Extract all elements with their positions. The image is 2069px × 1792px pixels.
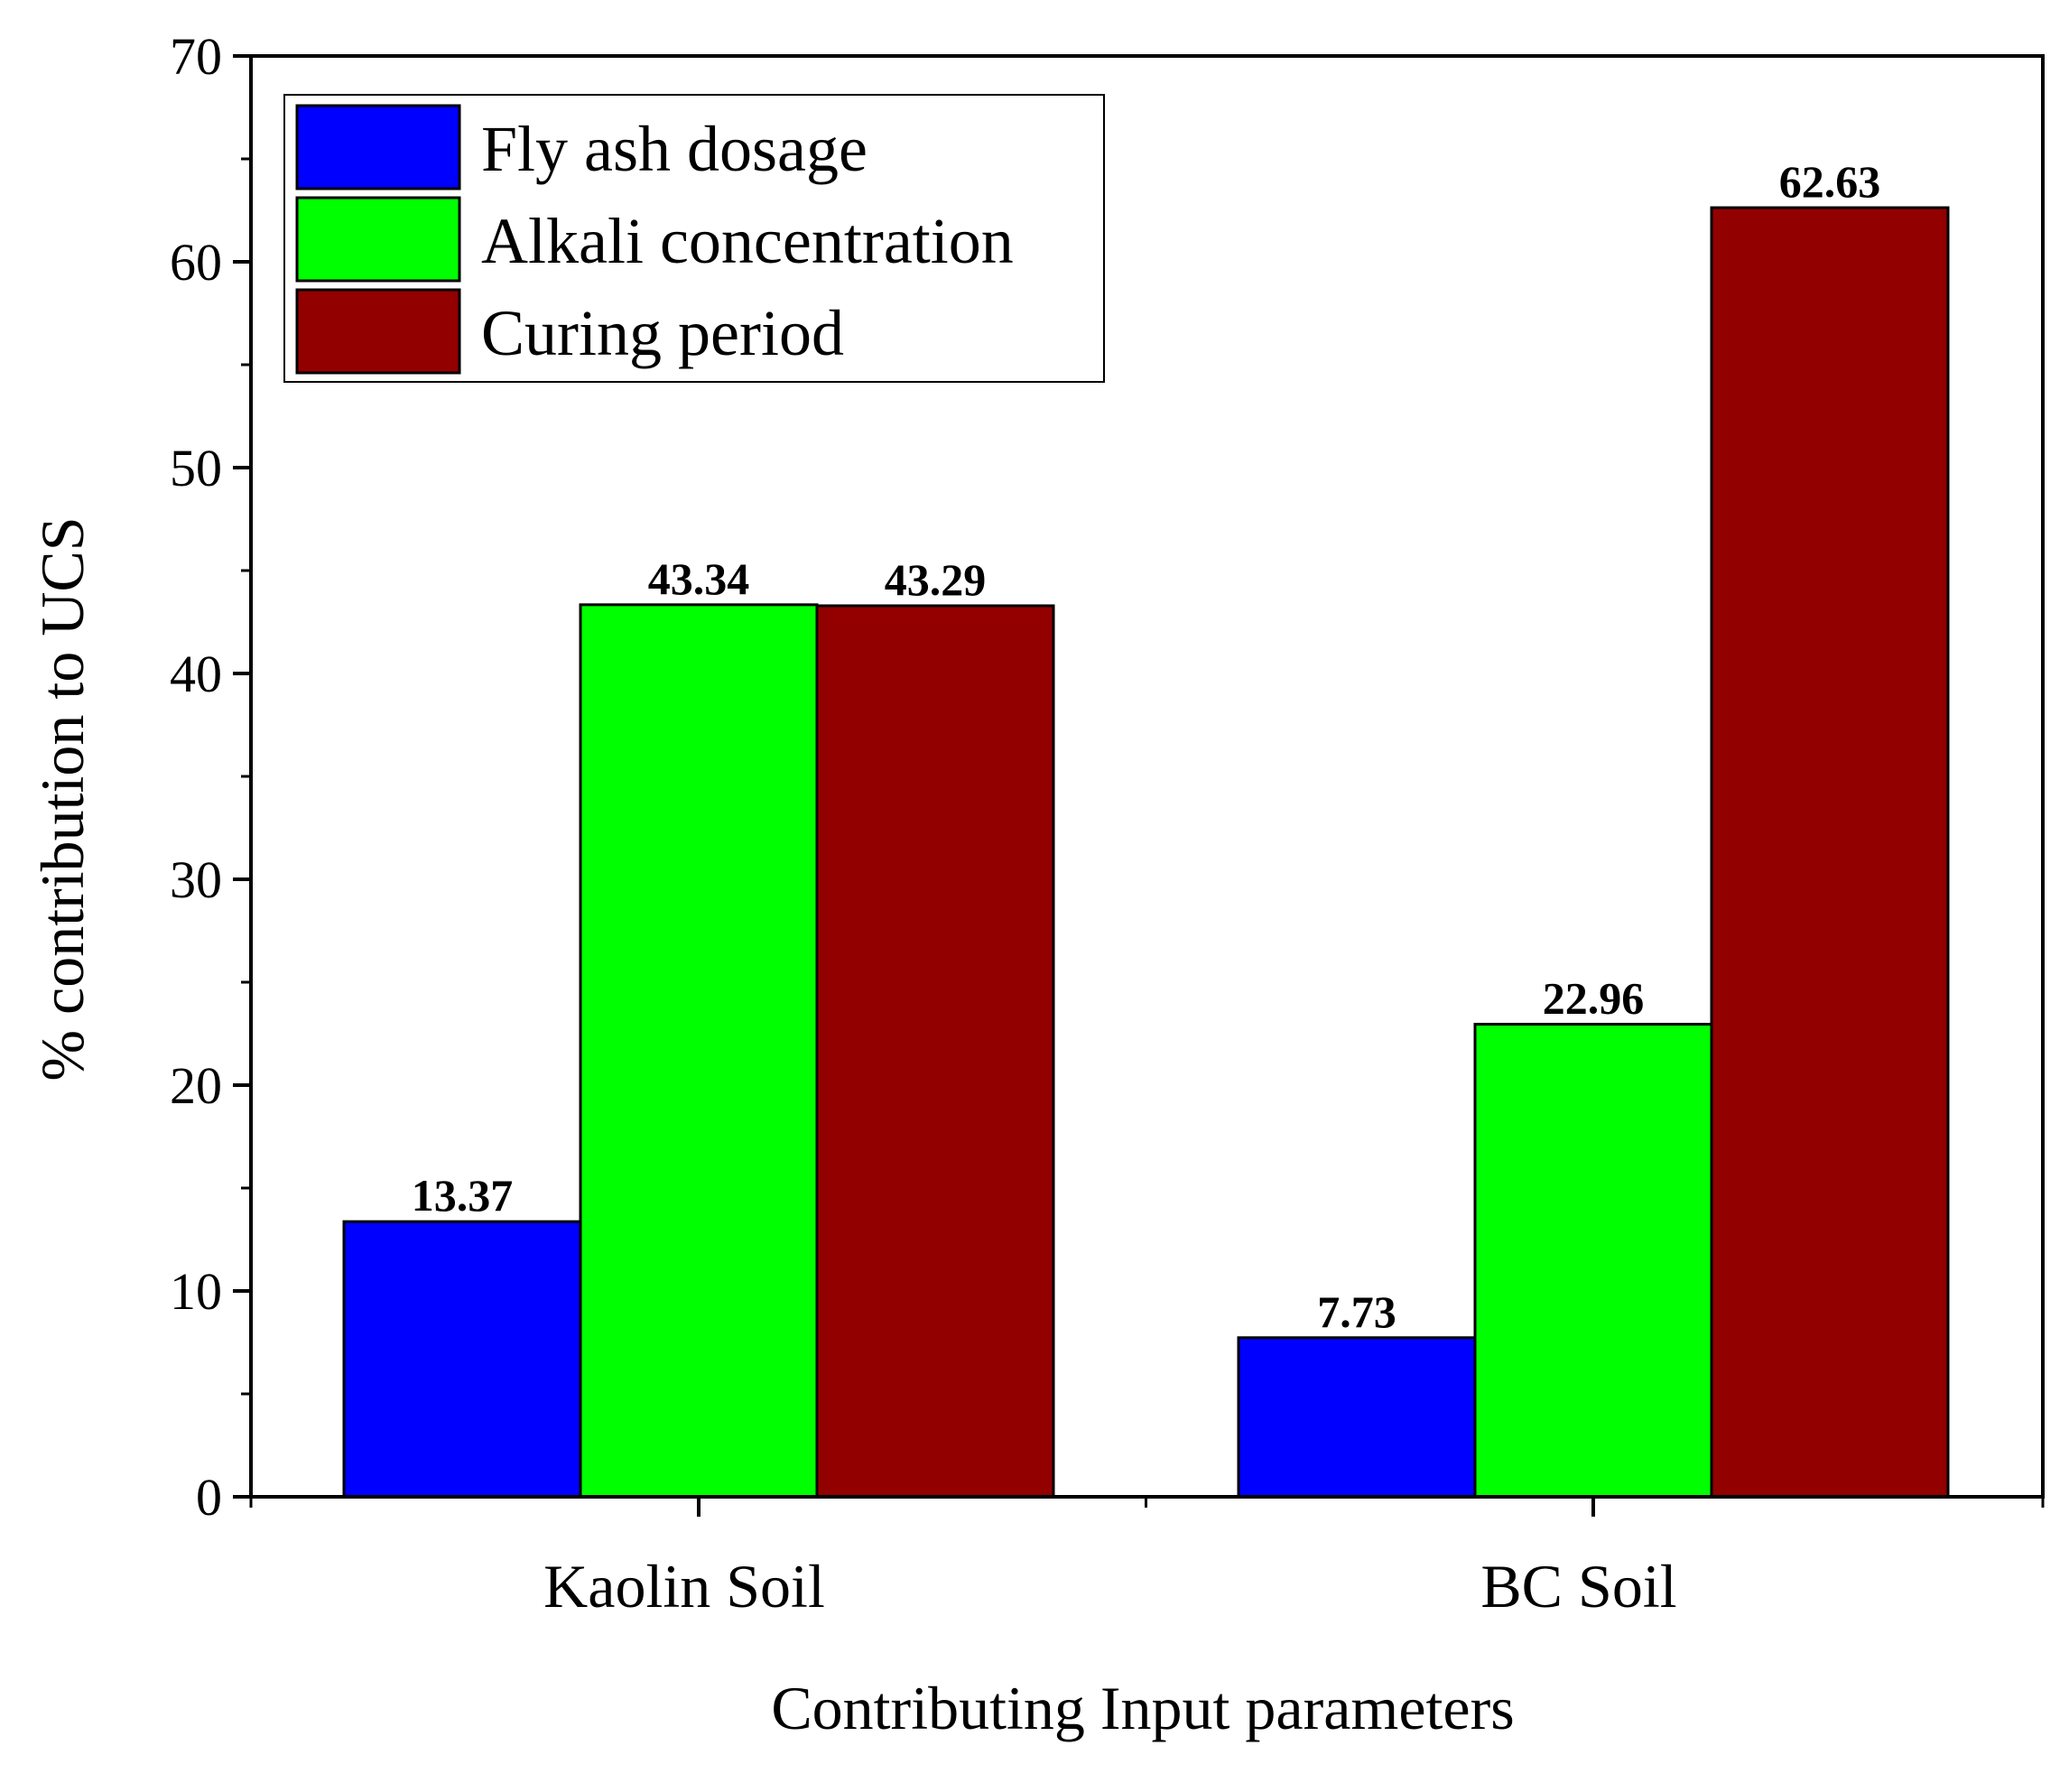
y-tick-label-4: 40: [170, 645, 222, 703]
y-tick-label-3: 30: [170, 850, 222, 909]
y-axis-title: % contribution to UCS: [28, 516, 97, 1081]
legend-label-2: Curing period: [481, 297, 844, 369]
data-label-0-1: 43.34: [648, 553, 750, 604]
data-label-1-2: 62.63: [1779, 156, 1881, 207]
legend-swatch-1: [295, 196, 461, 283]
legend-label-0: Fly ash dosage: [481, 113, 867, 185]
bar-1-2: [1710, 206, 1950, 1499]
bar-0-1: [579, 603, 819, 1499]
y-tick-label-7: 70: [170, 27, 222, 86]
y-tick-label-1: 10: [170, 1262, 222, 1321]
y-tick-label-0: 0: [196, 1468, 222, 1527]
legend-swatch-0: [295, 104, 461, 190]
y-tick-label-5: 50: [170, 439, 222, 497]
data-label-1-0: 7.73: [1317, 1286, 1396, 1337]
y-tick-label-2: 20: [170, 1056, 222, 1115]
bar-0-2: [815, 604, 1055, 1499]
y-tick-label-6: 60: [170, 233, 222, 292]
x-axis-title: Contributing Input parameters: [771, 1674, 1514, 1742]
legend: Fly ash dosage Alkali concentration Curing…: [283, 94, 1105, 383]
legend-swatch-2: [295, 288, 461, 375]
legend-label-1: Alkali concentration: [481, 205, 1014, 277]
axis-ticks: 0 10 20 30 40 50 60 70 Kaolin Soil BC Soil: [170, 27, 2045, 1620]
bar-0-0: [342, 1220, 582, 1499]
data-label-0-0: 13.37: [412, 1170, 514, 1221]
bars-layer: [342, 206, 1950, 1499]
data-labels: 13.37 43.34 43.29 7.73 22.96 62.63: [412, 156, 1881, 1337]
bar-1-0: [1237, 1336, 1477, 1499]
bar-1-1: [1473, 1023, 1713, 1499]
x-tick-label-1: BC Soil: [1480, 1552, 1676, 1620]
data-label-0-2: 43.29: [885, 554, 987, 605]
x-tick-label-0: Kaolin Soil: [543, 1552, 825, 1620]
data-label-1-1: 22.96: [1543, 973, 1645, 1024]
